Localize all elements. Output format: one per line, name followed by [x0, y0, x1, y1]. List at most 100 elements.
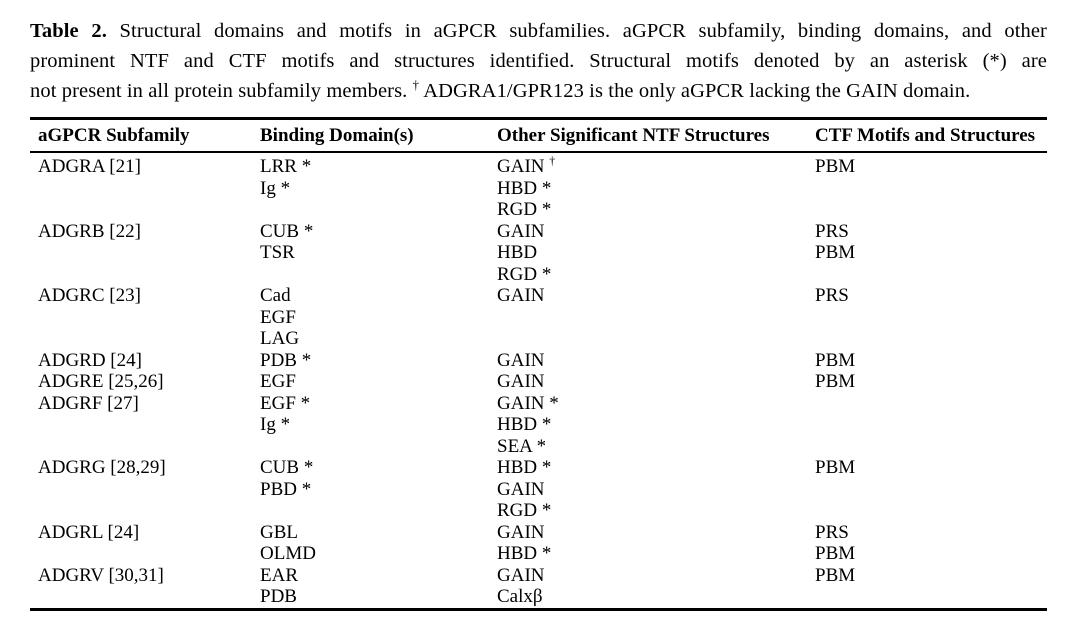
binding-domains-cell: GBL OLMD	[252, 522, 489, 565]
cell-line: HBD *	[497, 414, 552, 435]
dagger-superscript-icon: †	[549, 154, 556, 168]
cell-line: ADGRC [23]	[38, 285, 141, 306]
cell-line: ADGRG [28,29]	[38, 457, 166, 478]
cell-line: RGD *	[497, 263, 552, 285]
header-subfamily: aGPCR Subfamily	[30, 118, 252, 153]
binding-domains-cell: Cad EGF LAG	[252, 285, 489, 350]
table-header: aGPCR Subfamily Binding Domain(s) Other …	[30, 118, 1047, 153]
header-row: aGPCR Subfamily Binding Domain(s) Other …	[30, 118, 1047, 153]
cell-line: EGF *	[260, 392, 311, 414]
ntf-structures-cell: GAIN HBD RGD *	[489, 221, 807, 286]
cell-line: PBM	[815, 457, 856, 478]
cell-line: GAIN	[497, 285, 545, 306]
ctf-motifs-cell: PBM	[807, 350, 1047, 372]
cell-line: PBM	[815, 156, 856, 177]
header-ntf-structures: Other Significant NTF Structures	[489, 118, 807, 153]
ctf-motifs-cell: PBM	[807, 457, 1047, 522]
cell-line: LRR *	[260, 156, 312, 177]
cell-line: ADGRV [30,31]	[38, 564, 164, 586]
header-binding-domains: Binding Domain(s)	[252, 118, 489, 153]
domains-motifs-table: aGPCR Subfamily Binding Domain(s) Other …	[30, 117, 1047, 611]
binding-domains-cell: EGF * Ig *	[252, 393, 489, 458]
binding-domains-cell: CUB * PBD *	[252, 457, 489, 522]
cell-line: GAIN †	[497, 154, 556, 177]
subfamily-cell: ADGRF [27]	[30, 393, 252, 458]
cell-line: HBD *	[497, 177, 552, 199]
caption-line-2: prominent NTF and CTF motifs and structu…	[30, 50, 1047, 72]
subfamily-cell: ADGRD [24]	[30, 350, 252, 372]
ctf-motifs-cell: PRS PBM	[807, 522, 1047, 565]
cell-line: ADGRE [25,26]	[38, 371, 164, 392]
ntf-structures-cell: GAIN * HBD * SEA *	[489, 393, 807, 458]
cell-line: ADGRD [24]	[38, 349, 142, 371]
subfamily-cell: ADGRB [22]	[30, 221, 252, 286]
subfamily-cell: ADGRA [21]	[30, 152, 252, 221]
cell-line: ADGRB [22]	[38, 220, 141, 242]
cell-line: Ig *	[260, 177, 291, 199]
cell-line: PRS	[815, 285, 849, 306]
cell-line: PBM	[815, 349, 856, 371]
cell-line: PBM	[815, 564, 856, 586]
ctf-motifs-cell: PRS	[807, 285, 1047, 350]
cell-line: GAIN	[497, 478, 545, 500]
header-ctf-motifs: CTF Motifs and Structures	[807, 118, 1047, 153]
caption-line3-text: not present in all protein subfamily mem…	[30, 80, 413, 102]
subfamily-cell: ADGRE [25,26]	[30, 371, 252, 393]
table-row: ADGRD [24] PDB * GAIN PBM	[30, 350, 1047, 372]
ctf-motifs-cell	[807, 393, 1047, 458]
table-row: ADGRG [28,29] CUB * PBD * HBD * GAIN RGD * PBM	[30, 457, 1047, 522]
table-row: ADGRF [27] EGF * Ig * GAIN * HBD * SEA *	[30, 393, 1047, 458]
caption-table-label: Table 2.	[30, 20, 107, 42]
binding-domains-cell: EGF	[252, 371, 489, 393]
document-page: Table 2. Structural domains and motifs i…	[30, 16, 1047, 611]
caption-line-1: Table 2. Structural domains and motifs i…	[30, 16, 1047, 46]
binding-domains-cell: EAR PDB	[252, 565, 489, 610]
cell-line: PRS	[815, 220, 849, 242]
cell-line: GAIN	[497, 349, 545, 371]
ntf-structures-cell: GAIN	[489, 350, 807, 372]
dagger-superscript-icon: †	[412, 78, 420, 93]
caption-line-3: not present in all protein subfamily mem…	[30, 76, 1047, 106]
cell-line: ADGRA [21]	[38, 156, 141, 177]
cell-line: OLMD	[260, 543, 316, 564]
table-row: ADGRL [24] GBL OLMD GAIN HBD * PRS PBM	[30, 522, 1047, 565]
table-row: ADGRE [25,26] EGF GAIN PBM	[30, 371, 1047, 393]
ctf-motifs-cell: PBM	[807, 371, 1047, 393]
cell-line: PRS	[815, 521, 849, 543]
subfamily-cell: ADGRL [24]	[30, 522, 252, 565]
cell-line: RGD *	[497, 500, 552, 521]
cell-line: HBD *	[497, 457, 552, 478]
cell-line: CUB *	[260, 457, 314, 478]
cell-line: Ig *	[260, 414, 291, 435]
cell-line: ADGRF [27]	[38, 392, 139, 414]
cell-line: EGF	[260, 306, 296, 328]
ntf-structures-cell: HBD * GAIN RGD *	[489, 457, 807, 522]
ntf-structures-cell: GAIN Calxβ	[489, 565, 807, 610]
cell-line: PBM	[815, 242, 856, 263]
cell-line: PBM	[815, 371, 856, 392]
caption-line3-text-after: ADGRA1/GPR123 is the only aGPCR lacking …	[419, 80, 971, 102]
ntf-structures-cell: GAIN HBD *	[489, 522, 807, 565]
ntf-structures-cell: GAIN	[489, 371, 807, 393]
cell-line: Cad	[260, 285, 291, 306]
table-row: ADGRV [30,31] EAR PDB GAIN Calxβ PBM	[30, 565, 1047, 610]
table-row: ADGRC [23] Cad EGF LAG GAIN PRS	[30, 285, 1047, 350]
cell-line: GAIN	[497, 371, 545, 392]
binding-domains-cell: LRR * Ig *	[252, 152, 489, 221]
cell-line: Calxβ	[497, 586, 543, 607]
caption-line1-text: Structural domains and motifs in aGPCR s…	[106, 20, 1047, 42]
table-body: ADGRA [21] LRR * Ig * GAIN † HBD * RGD * PBM AD…	[30, 152, 1047, 609]
cell-line: SEA *	[497, 435, 547, 457]
cell-line: TSR	[260, 242, 295, 263]
binding-domains-cell: CUB * TSR	[252, 221, 489, 286]
cell-line: PBD *	[260, 478, 312, 500]
cell-line: GAIN *	[497, 392, 559, 414]
binding-domains-cell: PDB *	[252, 350, 489, 372]
cell-line: ADGRL [24]	[38, 521, 140, 543]
subfamily-cell: ADGRV [30,31]	[30, 565, 252, 610]
cell-line: PBM	[815, 543, 856, 564]
cell-line: PDB *	[260, 349, 312, 371]
cell-line: PDB	[260, 586, 297, 607]
ctf-motifs-cell: PBM	[807, 152, 1047, 221]
ctf-motifs-cell: PBM	[807, 565, 1047, 610]
